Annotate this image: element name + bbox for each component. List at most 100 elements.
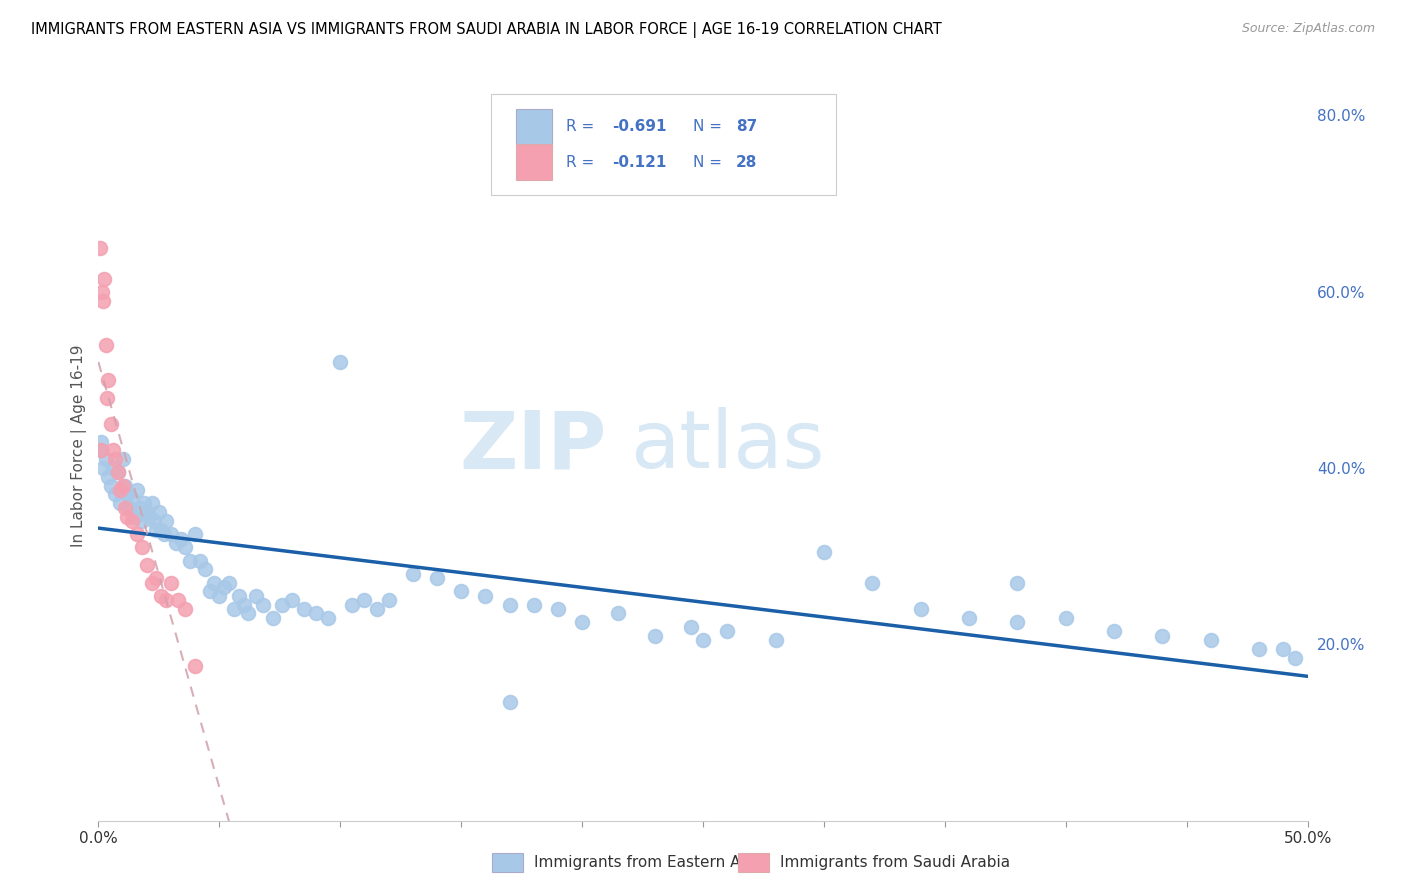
Point: [108, 483, 131, 497]
Point: [329, 355, 352, 369]
Point: [252, 598, 274, 612]
Point: [143, 514, 166, 528]
Text: Immigrants from Saudi Arabia: Immigrants from Saudi Arabia: [780, 855, 1011, 870]
Point: [111, 452, 134, 467]
Point: [128, 500, 150, 515]
Point: [679, 620, 702, 634]
Point: [131, 541, 153, 555]
Text: atlas: atlas: [630, 407, 825, 485]
FancyBboxPatch shape: [492, 94, 837, 195]
Point: [194, 562, 217, 576]
Point: [218, 575, 240, 590]
Point: [155, 514, 177, 528]
Point: [152, 527, 174, 541]
Point: [174, 602, 197, 616]
Point: [450, 584, 472, 599]
Text: Immigrants from Eastern Asia: Immigrants from Eastern Asia: [534, 855, 762, 870]
Text: -0.691: -0.691: [613, 120, 666, 135]
Point: [93, 271, 115, 285]
Point: [111, 478, 134, 492]
Point: [571, 615, 593, 630]
Point: [474, 589, 496, 603]
Point: [228, 589, 250, 603]
Point: [101, 461, 124, 475]
Point: [910, 602, 932, 616]
Point: [104, 452, 127, 467]
Point: [204, 575, 226, 590]
Point: [104, 487, 127, 501]
Point: [91, 293, 114, 308]
Point: [184, 659, 207, 673]
Point: [1102, 624, 1125, 639]
Point: [198, 584, 221, 599]
Point: [150, 589, 173, 603]
Point: [292, 602, 315, 616]
Point: [155, 593, 177, 607]
Text: 28: 28: [735, 154, 756, 169]
Point: [765, 632, 787, 647]
Point: [91, 285, 114, 299]
Point: [342, 598, 364, 612]
Point: [232, 598, 254, 612]
Point: [1054, 611, 1077, 625]
Point: [160, 575, 183, 590]
Point: [644, 628, 666, 642]
Point: [135, 558, 157, 572]
Point: [1284, 650, 1306, 665]
Point: [1272, 641, 1295, 656]
Point: [141, 496, 163, 510]
Point: [174, 541, 197, 555]
Point: [245, 589, 267, 603]
Point: [426, 571, 449, 585]
Y-axis label: In Labor Force | Age 16-19: In Labor Force | Age 16-19: [72, 344, 87, 548]
Point: [160, 527, 183, 541]
Point: [1007, 575, 1029, 590]
Point: [107, 466, 129, 480]
Point: [305, 607, 328, 621]
Point: [523, 598, 546, 612]
Point: [121, 514, 143, 528]
Point: [607, 607, 630, 621]
Text: ZIP: ZIP: [458, 407, 606, 485]
Point: [91, 461, 114, 475]
Point: [377, 593, 399, 607]
Point: [1007, 615, 1029, 630]
Point: [107, 466, 129, 480]
Point: [117, 487, 139, 501]
Point: [131, 514, 153, 528]
Point: [1199, 632, 1222, 647]
Point: [135, 505, 157, 519]
Point: [1152, 628, 1174, 642]
Text: N =: N =: [693, 154, 727, 169]
FancyBboxPatch shape: [516, 144, 551, 180]
Point: [100, 478, 122, 492]
Point: [179, 553, 201, 567]
Point: [184, 527, 207, 541]
Point: [145, 571, 167, 585]
Point: [281, 593, 304, 607]
Point: [89, 241, 111, 255]
Point: [498, 695, 520, 709]
Point: [188, 553, 211, 567]
Point: [90, 443, 112, 458]
Point: [101, 443, 124, 458]
Point: [114, 500, 136, 515]
Point: [169, 532, 191, 546]
Point: [134, 496, 156, 510]
Point: [90, 434, 112, 449]
Point: [813, 545, 835, 559]
Point: [114, 478, 136, 492]
Text: IMMIGRANTS FROM EASTERN ASIA VS IMMIGRANTS FROM SAUDI ARABIA IN LABOR FORCE | AG: IMMIGRANTS FROM EASTERN ASIA VS IMMIGRAN…: [31, 22, 942, 38]
Point: [547, 602, 569, 616]
Point: [262, 611, 284, 625]
Point: [208, 589, 231, 603]
Point: [498, 598, 520, 612]
Point: [90, 443, 112, 458]
Text: Source: ZipAtlas.com: Source: ZipAtlas.com: [1241, 22, 1375, 36]
Point: [94, 337, 117, 351]
Point: [271, 598, 294, 612]
FancyBboxPatch shape: [516, 109, 551, 145]
Point: [366, 602, 388, 616]
Point: [692, 632, 714, 647]
Point: [94, 452, 117, 467]
